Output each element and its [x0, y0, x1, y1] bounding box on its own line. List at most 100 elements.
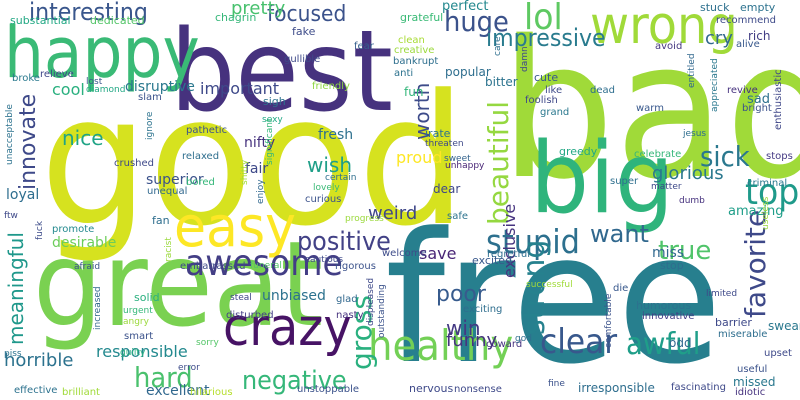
word: huge [444, 5, 509, 38]
word: swear [768, 319, 800, 333]
word: ftw [4, 211, 18, 221]
word: dedicated [90, 14, 145, 27]
word: bitter [485, 75, 518, 89]
word: responsible [96, 342, 188, 361]
word: rigorous [335, 261, 376, 272]
word: substantial [10, 14, 71, 27]
word: super [610, 176, 639, 187]
word: brilliant [62, 387, 100, 398]
word: cool [52, 80, 85, 99]
word: sweet [444, 154, 471, 164]
word: cute [534, 71, 559, 84]
word: gullible [284, 54, 321, 65]
word: error [178, 363, 200, 373]
word: anti [394, 68, 414, 79]
word: avoid [655, 41, 683, 52]
word: weird [368, 203, 418, 224]
word: lol [524, 0, 563, 38]
word: lovely [313, 183, 340, 193]
word: true [658, 236, 712, 266]
word: safe [447, 211, 469, 222]
word: clear [540, 322, 618, 362]
word: sorry [196, 338, 219, 348]
word: nifty [244, 135, 276, 151]
word: disturbed [226, 310, 274, 321]
word: embarrassed [180, 261, 246, 272]
word: outstanding [377, 284, 387, 338]
word: crazy [223, 298, 352, 358]
word: stuck [700, 1, 730, 14]
word: angry [123, 317, 149, 327]
word: popular [445, 65, 491, 79]
word: fake [292, 25, 316, 38]
word: progress [345, 214, 384, 224]
word: meaningful [4, 232, 28, 345]
word: hilarious [190, 387, 233, 398]
word: increased [93, 286, 103, 330]
word: alive [736, 39, 760, 50]
word: innovative [642, 311, 695, 322]
word: dear [433, 182, 461, 196]
word: fun [404, 85, 424, 99]
word: big [530, 122, 675, 236]
word: win [446, 316, 481, 340]
word: funny [446, 330, 498, 351]
word: excellent [146, 383, 210, 399]
word: fine [548, 379, 565, 389]
word: sick [700, 140, 750, 173]
word: missed [733, 375, 776, 389]
word: slam [138, 92, 162, 103]
word: happy [4, 12, 200, 94]
word: significant [265, 118, 275, 165]
word: disruptive [125, 79, 195, 95]
word: shitty [240, 159, 250, 185]
word: curious [305, 194, 342, 205]
word: displeased [366, 277, 376, 326]
word: limited [706, 289, 738, 299]
word: smart [124, 331, 154, 342]
word: miserable [718, 329, 768, 340]
word: stops [766, 151, 793, 162]
word: guilty [120, 348, 146, 358]
word: unhappy [445, 161, 485, 171]
word: amazing [728, 204, 784, 219]
word: loyal [6, 187, 40, 203]
word: miss [652, 245, 685, 261]
word: recommend [716, 15, 776, 26]
word: poor [436, 282, 486, 307]
word: wish [307, 153, 353, 177]
word: positive [297, 227, 391, 257]
word: easy [174, 195, 296, 260]
word: nasty [336, 310, 364, 321]
word: unequal [147, 186, 188, 197]
word: wrong [590, 0, 738, 56]
word: nervous [409, 382, 454, 395]
word: creative [394, 45, 435, 56]
word: appreciated [710, 58, 720, 112]
word: bad [500, 0, 800, 221]
word: like [545, 85, 563, 96]
word: revive [727, 85, 758, 96]
word: horrible [4, 350, 74, 371]
word: dumb [679, 196, 705, 206]
word: fan [152, 214, 170, 227]
word: awful [626, 327, 701, 362]
word: glorious [652, 163, 724, 184]
word: stupid [486, 222, 580, 261]
word: free [385, 195, 723, 400]
word: hard [134, 361, 193, 394]
word: pathetic [186, 125, 228, 136]
word: comfortable [604, 293, 614, 348]
word: odd [669, 336, 692, 350]
word: barrier [715, 316, 752, 329]
word: useful [737, 364, 768, 375]
word: bored [186, 177, 215, 188]
word: empty [740, 1, 776, 14]
word: save [419, 244, 457, 263]
word: irresponsible [578, 381, 655, 395]
word: rich [748, 29, 771, 43]
word: irate [425, 127, 451, 140]
word: relieve [40, 69, 74, 80]
word: celebrate [634, 149, 682, 160]
